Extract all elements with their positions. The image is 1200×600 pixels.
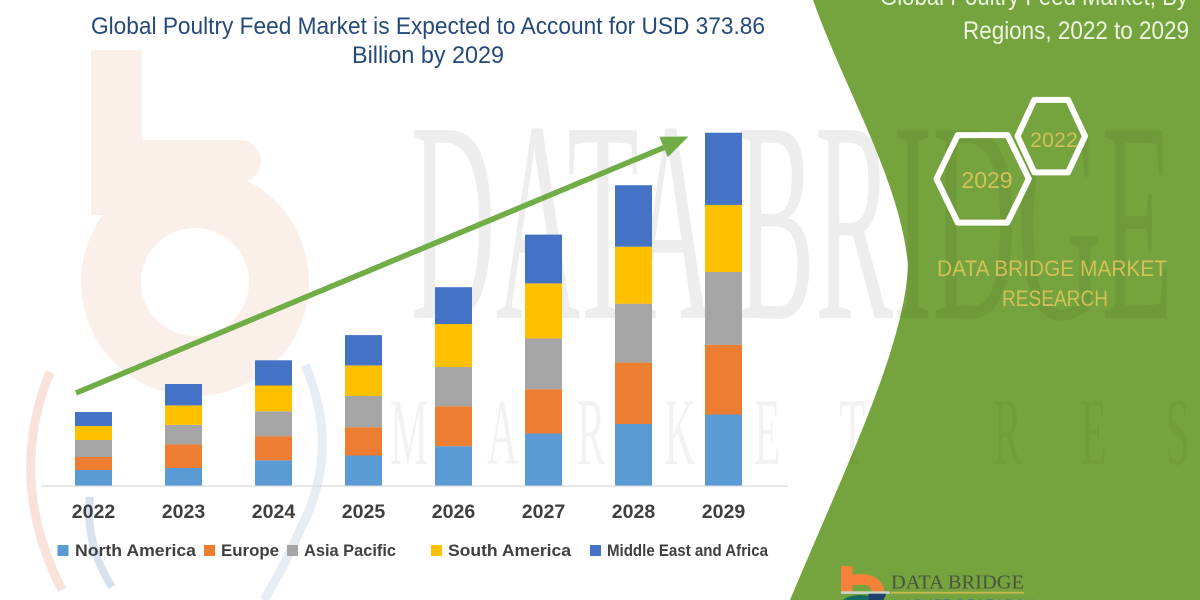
svg-text:Europe: Europe bbox=[221, 541, 279, 560]
svg-text:DATA BRIDGE MARKET: DATA BRIDGE MARKET bbox=[937, 256, 1167, 281]
svg-text:2024: 2024 bbox=[252, 501, 296, 523]
svg-text:2025: 2025 bbox=[342, 501, 386, 523]
svg-text:2028: 2028 bbox=[612, 501, 656, 523]
svg-text:South America: South America bbox=[448, 541, 572, 560]
svg-text:RESEARCH: RESEARCH bbox=[1002, 286, 1108, 311]
svg-text:Global Poultry Feed Market is: Global Poultry Feed Market is Expected t… bbox=[91, 13, 765, 40]
svg-text:MARKET RESEARCH: MARKET RESEARCH bbox=[893, 597, 1035, 600]
svg-text:2029: 2029 bbox=[702, 501, 746, 523]
svg-text:2026: 2026 bbox=[432, 501, 476, 523]
svg-text:2023: 2023 bbox=[162, 501, 206, 523]
svg-text:North America: North America bbox=[75, 541, 197, 560]
svg-text:2029: 2029 bbox=[961, 167, 1012, 193]
svg-text:2022: 2022 bbox=[72, 501, 116, 523]
svg-text:DATA BRIDGE: DATA BRIDGE bbox=[891, 573, 1024, 594]
svg-text:2027: 2027 bbox=[522, 501, 565, 523]
svg-text:2022: 2022 bbox=[1030, 128, 1078, 152]
svg-text:Billion by 2029: Billion by 2029 bbox=[352, 42, 504, 69]
svg-text:Regions, 2022 to 2029: Regions, 2022 to 2029 bbox=[963, 17, 1189, 45]
svg-text:Asia Pacific: Asia Pacific bbox=[304, 541, 396, 560]
svg-text:Global Poultry Feed Market, By: Global Poultry Feed Market, By bbox=[880, 0, 1188, 11]
svg-text:Middle East and Africa: Middle East and Africa bbox=[607, 541, 768, 560]
